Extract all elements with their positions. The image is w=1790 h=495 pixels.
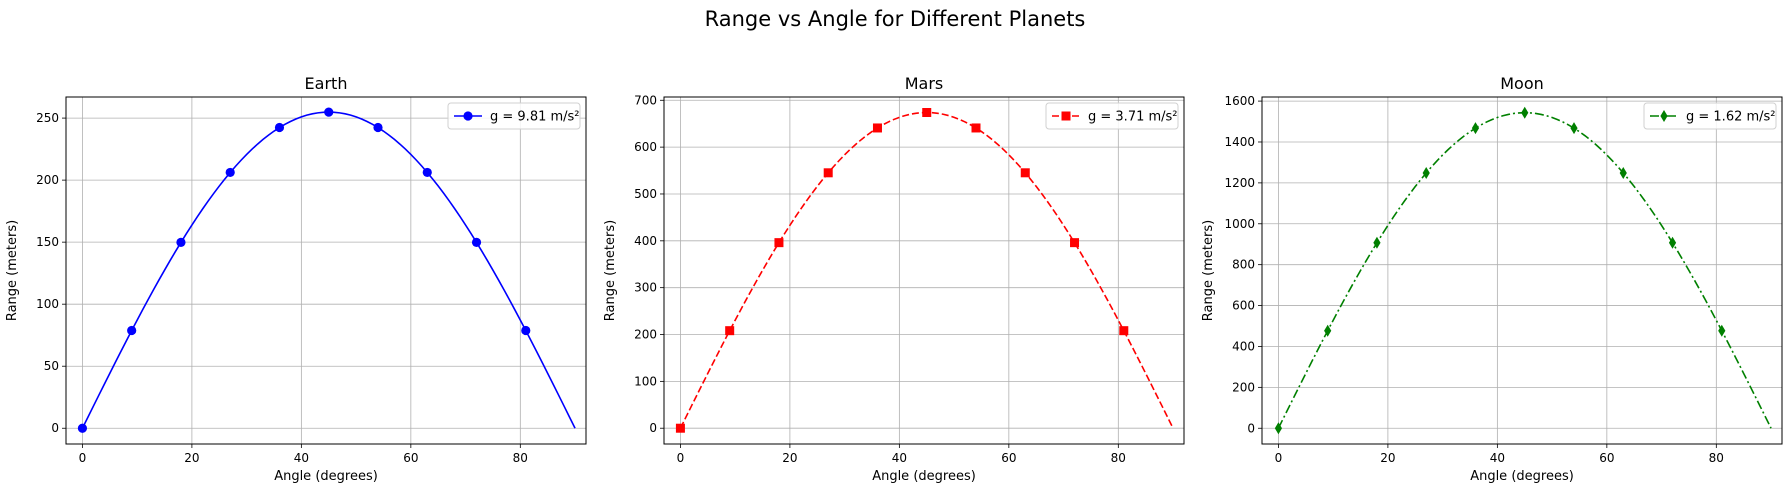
data-point xyxy=(1373,236,1381,249)
x-tick-label: 20 xyxy=(782,451,797,465)
y-tick-label: 100 xyxy=(634,374,657,388)
data-point xyxy=(1718,324,1726,337)
data-point xyxy=(77,423,88,433)
x-tick-label: 0 xyxy=(677,451,685,465)
x-tick-label: 0 xyxy=(79,451,87,465)
y-tick-label: 800 xyxy=(1232,258,1255,272)
x-tick-label: 20 xyxy=(1380,451,1395,465)
y-tick-label: 1400 xyxy=(1224,135,1255,149)
data-point xyxy=(1521,106,1529,119)
data-point xyxy=(1020,168,1030,178)
x-tick-label: 60 xyxy=(1001,451,1016,465)
y-tick-label: 200 xyxy=(634,328,657,342)
subplot-title: Earth xyxy=(305,74,348,93)
y-tick-label: 300 xyxy=(634,281,657,295)
y-tick-label: 0 xyxy=(649,421,657,435)
legend-box xyxy=(447,102,581,130)
subplot-0: 0 20 40 60 80 0 50 100 150 200 250 g = 9.81 m/s² Ear… xyxy=(5,74,587,484)
x-tick-label: 60 xyxy=(1599,451,1614,465)
data-point xyxy=(774,238,784,248)
x-tick-label: 80 xyxy=(1111,451,1126,465)
legend-box xyxy=(1643,102,1777,130)
y-tick-label: 0 xyxy=(1247,421,1255,435)
y-tick-label: 500 xyxy=(634,187,657,201)
subplot-2: 0 20 40 60 8002004006008001000120014001600g … xyxy=(1201,74,1783,484)
subplot-title: Mars xyxy=(905,74,944,93)
x-axis-label: Angle (degrees) xyxy=(274,469,378,484)
data-point xyxy=(127,325,137,336)
data-point xyxy=(176,237,186,248)
x-axis-label: Angle (degrees) xyxy=(1470,469,1574,484)
y-tick-label: 400 xyxy=(634,234,657,248)
data-point xyxy=(225,167,235,178)
data-point xyxy=(1274,422,1283,435)
data-point xyxy=(1422,166,1430,179)
legend-marker xyxy=(1061,111,1071,121)
y-axis-label: Range (meters) xyxy=(603,220,618,321)
x-tick-label: 40 xyxy=(892,451,907,465)
legend-marker xyxy=(463,111,473,121)
subplot-title: Moon xyxy=(1500,74,1544,93)
legend-marker xyxy=(1660,110,1668,122)
x-tick-label: 80 xyxy=(513,451,528,465)
x-tick-label: 40 xyxy=(294,451,309,465)
y-tick-label: 100 xyxy=(36,297,59,311)
y-tick-label: 0 xyxy=(51,421,59,435)
x-tick-label: 60 xyxy=(403,451,418,465)
y-tick-label: 1000 xyxy=(1224,217,1255,231)
y-tick-label: 1200 xyxy=(1224,176,1255,190)
y-tick-label: 400 xyxy=(1232,339,1255,353)
y-tick-label: 700 xyxy=(634,93,657,107)
y-tick-label: 600 xyxy=(634,140,657,154)
axes-frame xyxy=(65,96,587,445)
data-point xyxy=(1471,122,1480,135)
y-axis-label: Range (meters) xyxy=(1201,220,1216,321)
x-axis-label: Angle (degrees) xyxy=(872,469,976,484)
x-tick-label: 80 xyxy=(1709,451,1724,465)
figure-title: Range vs Angle for Different Planets xyxy=(705,7,1086,31)
data-point xyxy=(422,167,432,178)
data-point xyxy=(521,325,531,336)
data-point xyxy=(1668,236,1677,249)
data-point xyxy=(725,326,735,336)
axes-frame xyxy=(663,96,1185,445)
y-tick-label: 600 xyxy=(1232,299,1255,313)
data-point xyxy=(324,107,334,117)
data-point xyxy=(872,123,882,133)
data-point xyxy=(373,122,383,133)
y-tick-label: 150 xyxy=(36,235,59,249)
y-tick-label: 200 xyxy=(36,173,59,187)
data-point xyxy=(675,423,685,433)
y-tick-label: 200 xyxy=(1232,380,1255,394)
legend-label: g = 1.62 m/s² xyxy=(1686,110,1776,125)
legend: g = 9.81 m/s² xyxy=(447,102,581,130)
data-point xyxy=(471,237,482,248)
y-tick-label: 50 xyxy=(44,359,59,373)
x-tick-label: 20 xyxy=(184,451,199,465)
legend-label: g = 9.81 m/s² xyxy=(490,110,580,125)
data-point xyxy=(1070,238,1080,248)
axes-frame xyxy=(1261,96,1783,445)
y-axis-label: Range (meters) xyxy=(5,220,20,321)
y-tick-label: 1600 xyxy=(1224,94,1255,108)
data-point xyxy=(971,123,981,133)
y-tick-label: 250 xyxy=(36,111,59,125)
data-point xyxy=(1324,324,1332,337)
data-point xyxy=(823,168,833,178)
legend-box xyxy=(1045,102,1179,130)
x-tick-label: 0 xyxy=(1275,451,1283,465)
data-point xyxy=(274,122,285,133)
x-tick-label: 40 xyxy=(1490,451,1505,465)
subplot-1: 0 20 40 60 80 0 100 200 300 400 500 600 700 g = 3.71 … xyxy=(603,74,1185,484)
legend: g = 1.62 m/s² xyxy=(1643,102,1777,130)
legend: g = 3.71 m/s² xyxy=(1045,102,1179,130)
data-point xyxy=(1619,166,1627,179)
data-point xyxy=(1570,122,1578,135)
data-point xyxy=(1119,326,1129,336)
data-point xyxy=(922,108,932,118)
legend-label: g = 3.71 m/s² xyxy=(1088,110,1178,125)
